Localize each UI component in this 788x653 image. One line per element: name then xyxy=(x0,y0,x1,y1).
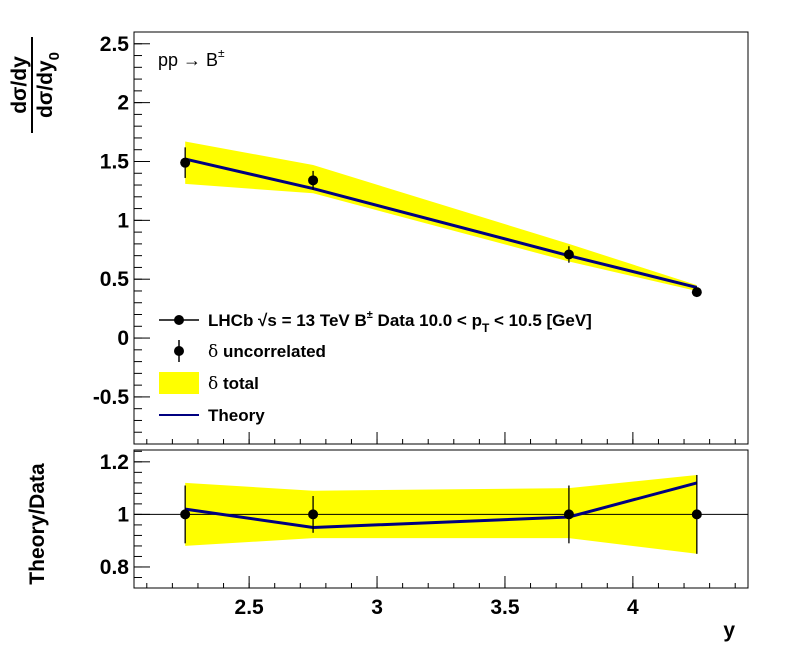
ratio-x-tick-label: 2.5 xyxy=(235,596,265,619)
main-y-axis: -0.5 0 0.5 1 1.5 2 2.5 xyxy=(93,31,150,445)
ratio-data-marker xyxy=(180,509,191,520)
ratio-x-tick-label: 3.5 xyxy=(490,596,520,619)
main-y-tick-label: 0 xyxy=(117,327,129,350)
ratio-y-tick-label: 1.2 xyxy=(100,451,129,474)
legend-total-label: δ total xyxy=(208,374,259,394)
legend-total-band-icon xyxy=(159,372,199,394)
ratio-data-marker xyxy=(691,509,702,520)
legend-total-entry: δ total xyxy=(159,372,259,394)
ratio-x-tick-label: 4 xyxy=(627,596,639,619)
legend-theory-label: Theory xyxy=(208,406,265,425)
ratio-y-axis: 0.8 1 1.2 xyxy=(100,450,150,589)
main-frame xyxy=(133,31,749,445)
main-y-label-denominator: dσ/dy0 xyxy=(34,52,63,118)
ratio-theory-line xyxy=(184,481,698,530)
legend-data-entry: LHCb √s = 13 TeV B± Data 10.0 < pT < 10.… xyxy=(159,309,592,335)
ratio-data-marker xyxy=(308,509,319,520)
ratio-y-tick-label: 0.8 xyxy=(100,556,130,579)
ratio-y-label: Theory/Data xyxy=(26,463,49,585)
ratio-panel: 0.8 1 1.2 2.5 3 3.5 4 Theory/Data y xyxy=(26,449,749,642)
legend-data-marker-icon xyxy=(174,315,184,325)
ratio-x-axis: 2.5 3 3.5 4 xyxy=(146,576,736,619)
main-panel: -0.5 0 0.5 1 1.5 2 2.5 pp → B± dσ/dy dσ/dy0 LH… xyxy=(8,31,749,445)
main-y-label-numerator: dσ/dy xyxy=(8,56,31,114)
main-theory-polyline xyxy=(184,157,698,289)
main-y-tick-label: 1.5 xyxy=(100,150,130,173)
main-y-label: dσ/dy dσ/dy0 xyxy=(8,37,63,133)
ratio-data-marker xyxy=(563,509,574,520)
ratio-frame xyxy=(133,449,749,589)
x-axis-label: y xyxy=(723,619,735,642)
legend-uncorrelated-label: δ uncorrelated xyxy=(208,342,326,362)
main-y-tick-label: 2.5 xyxy=(100,33,130,56)
main-data-marker xyxy=(563,249,574,260)
main-x-ticks xyxy=(146,432,736,444)
ratio-x-tick-label: 3 xyxy=(371,596,383,619)
main-y-tick-label: 1 xyxy=(117,209,129,232)
ratio-theory-polyline xyxy=(184,481,698,530)
legend-data-label: LHCb √s = 13 TeV B± Data 10.0 < pT < 10.… xyxy=(208,309,592,335)
ratio-y-tick-label: 1 xyxy=(117,503,129,526)
main-y-tick-label: 2 xyxy=(117,92,129,115)
main-data-marker xyxy=(308,175,319,186)
main-data-points xyxy=(180,147,702,298)
legend: LHCb √s = 13 TeV B± Data 10.0 < pT < 10.… xyxy=(159,309,592,425)
legend-uncorrelated-marker-icon xyxy=(174,346,184,356)
ratio-data-points xyxy=(180,474,702,554)
legend-uncorrelated-entry: δ uncorrelated xyxy=(174,340,326,362)
main-y-tick-label: 0.5 xyxy=(100,268,130,291)
legend-theory-entry: Theory xyxy=(159,406,265,425)
main-y-tick-label: -0.5 xyxy=(93,386,130,409)
main-theory-line xyxy=(184,157,698,289)
main-data-marker xyxy=(180,157,191,168)
process-annotation: pp → B± xyxy=(158,46,225,70)
main-data-marker xyxy=(691,287,702,298)
